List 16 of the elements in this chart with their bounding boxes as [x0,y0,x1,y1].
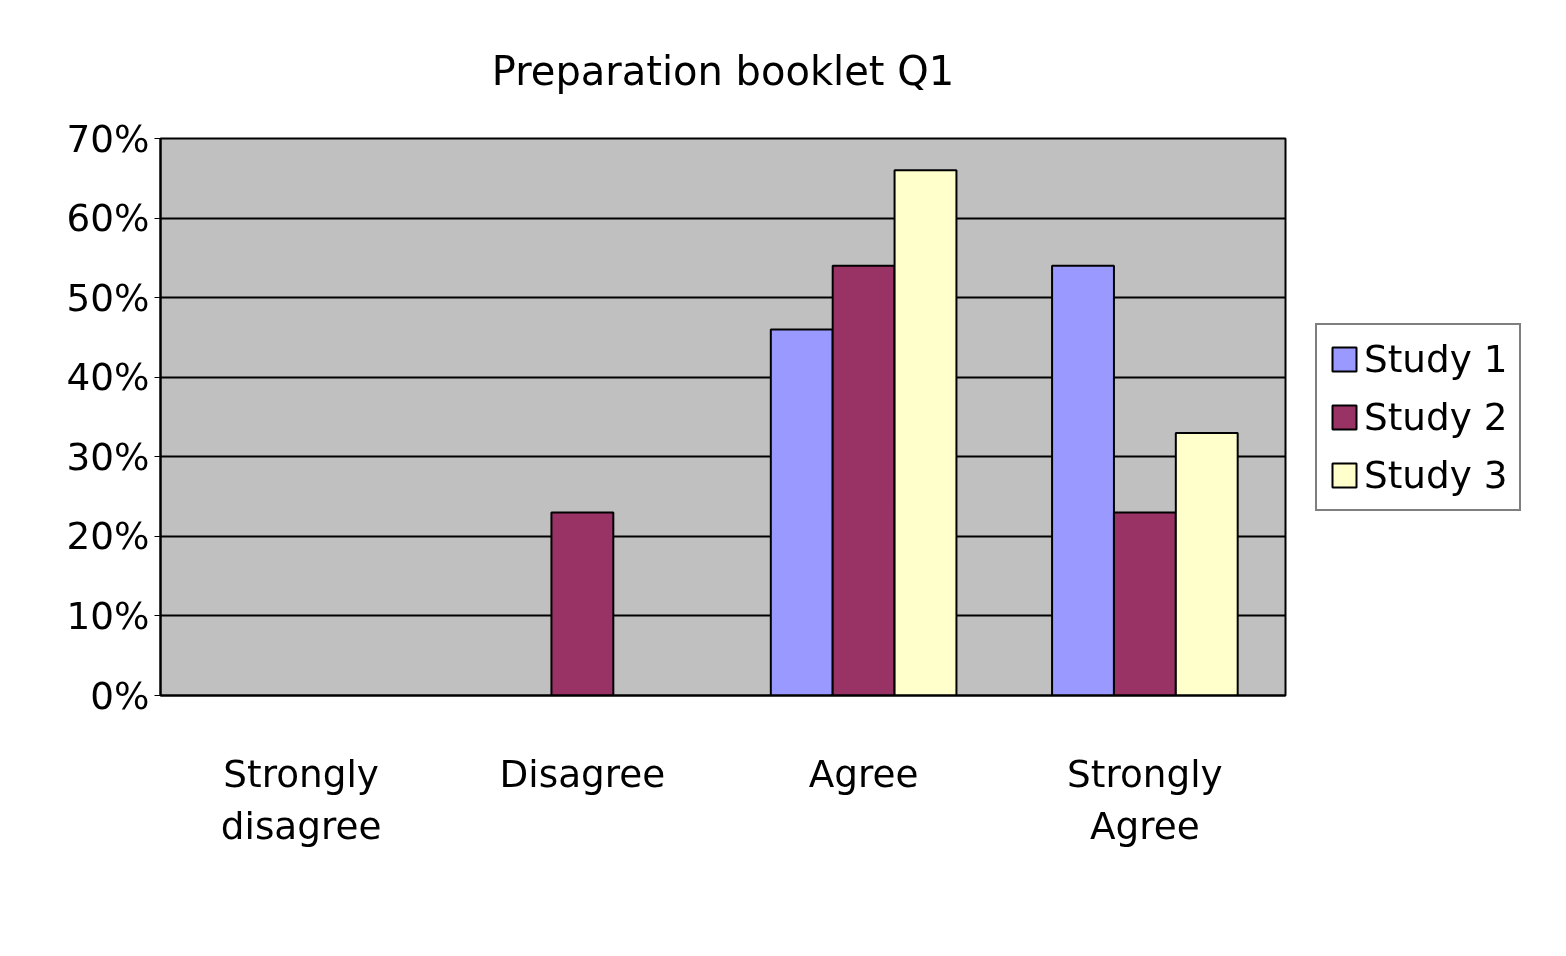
x-tick-label: Agree [808,751,919,796]
y-tick-label: 40% [66,355,150,400]
y-tick-label: 70% [66,116,150,161]
x-tick-label: Strongly Agree [1067,751,1223,849]
y-tick-label: 0% [90,673,150,718]
y-tick-label: 20% [66,514,150,559]
legend-label: Study 3 [1364,452,1508,497]
chart-title: Preparation booklet Q1 [491,47,955,94]
legend-label: Study 2 [1364,394,1508,439]
x-tick-label: Disagree [499,751,666,796]
legend-label: Study 1 [1364,336,1508,381]
x-tick-label: Strongly disagree [220,751,382,849]
y-tick-label: 30% [66,434,150,479]
y-tick-label: 60% [66,196,150,241]
y-tick-label: 10% [66,593,150,638]
y-tick-label: 50% [66,275,150,320]
